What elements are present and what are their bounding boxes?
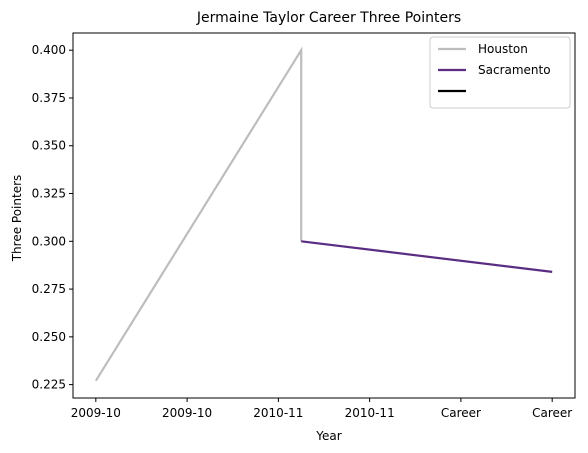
legend: Houston Sacramento xyxy=(429,36,571,109)
y-tick-label: 0.325 xyxy=(32,187,66,201)
x-tick-label: 2009-10 xyxy=(162,406,212,420)
x-axis-label: Year xyxy=(315,429,341,443)
x-tick-label: Career xyxy=(441,406,481,420)
y-tick-label: 0.400 xyxy=(32,43,66,57)
plot-frame xyxy=(72,32,576,399)
chart-title: Jermaine Taylor Career Three Pointers xyxy=(196,10,461,26)
legend-label: Sacramento xyxy=(478,63,551,77)
y-tick-label: 0.375 xyxy=(32,91,66,105)
y-tick-label: 0.275 xyxy=(32,282,66,296)
plot-area: 0.225 0.250 0.275 0.300 0.325 0.350 0.375 0.400… xyxy=(32,32,576,420)
legend-label: Houston xyxy=(478,42,528,56)
y-tick-label: 0.350 xyxy=(32,139,66,153)
y-tick-label: 0.300 xyxy=(32,234,66,248)
x-tick-label: Career xyxy=(532,406,572,420)
x-tick-label: 2010-11 xyxy=(253,406,303,420)
series-line-houston xyxy=(94,46,303,382)
x-tick-label: 2010-11 xyxy=(345,406,395,420)
y-axis-label: Three Pointers xyxy=(10,175,24,263)
series-line-sacramento xyxy=(301,240,553,273)
y-tick-label: 0.225 xyxy=(32,378,66,392)
x-tick-label: 2009-10 xyxy=(71,406,121,420)
y-tick-label: 0.250 xyxy=(32,330,66,344)
